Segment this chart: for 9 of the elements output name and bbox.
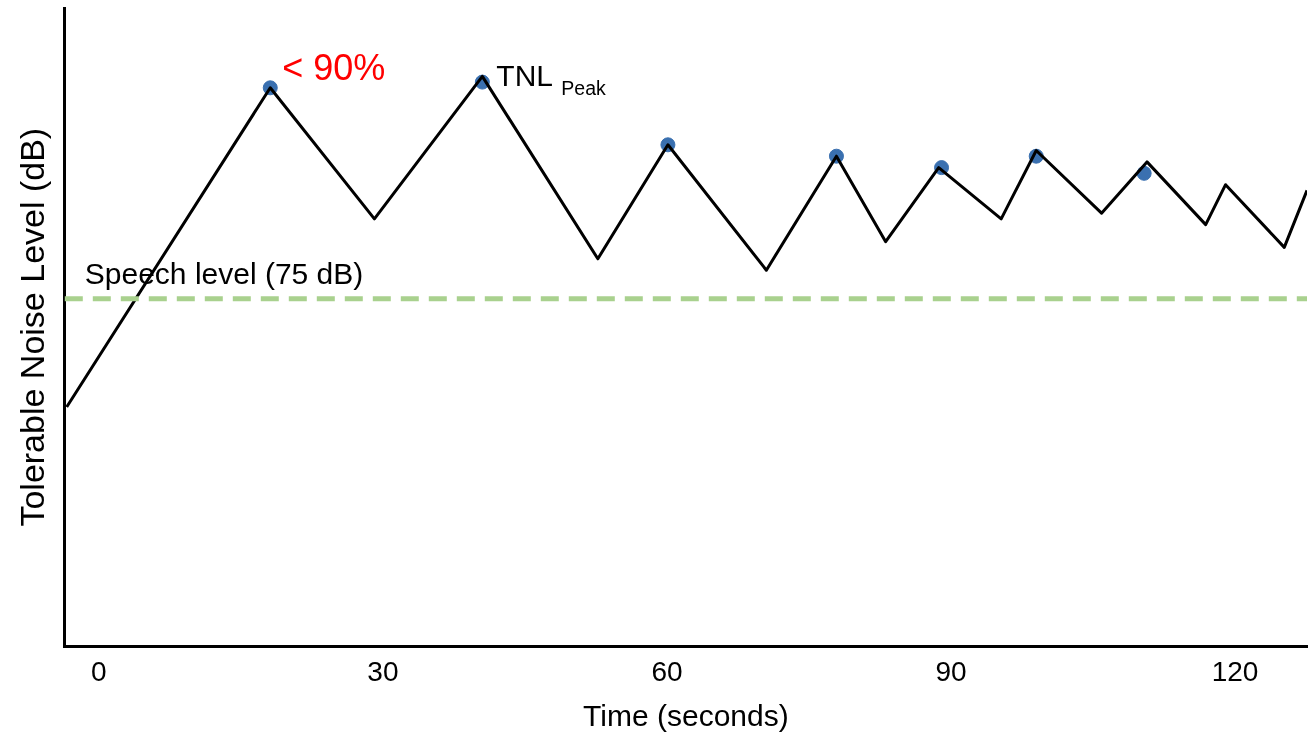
x-tick-label: 30: [367, 655, 399, 687]
annotation: TNL Peak: [496, 59, 607, 100]
x-axis-title: Time (seconds): [583, 699, 789, 733]
x-tick-label: 120: [1211, 655, 1259, 687]
annotation: < 90%: [282, 46, 386, 88]
x-tick-label: 0: [91, 655, 107, 687]
x-tick-label: 60: [651, 655, 683, 687]
x-tick-label: 90: [935, 655, 967, 687]
y-axis-title: Tolerable Noise Level (dB): [12, 127, 51, 527]
